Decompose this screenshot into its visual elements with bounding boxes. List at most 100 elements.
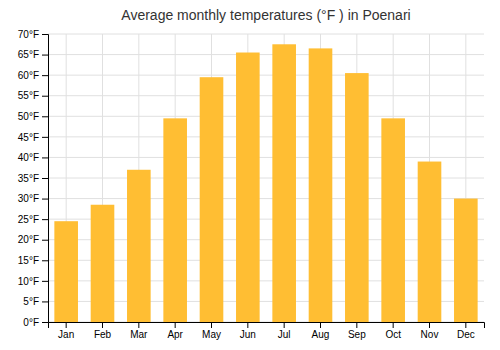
y-tick: 20°F [18, 234, 48, 245]
y-tick-label: 5°F [23, 296, 39, 307]
y-tick: 10°F [18, 276, 48, 287]
grid-line-y [48, 95, 484, 96]
y-tick: 70°F [18, 29, 48, 40]
x-tick-mark [393, 322, 394, 328]
x-tick: Mar [130, 322, 148, 340]
chart: JanFebMarAprMayJunJulAugSepOctNovDec0°F5… [0, 0, 500, 350]
y-tick: 50°F [18, 111, 48, 122]
x-tick: Jun [240, 322, 256, 340]
y-tick-mark [42, 281, 48, 282]
y-tick-mark [42, 240, 48, 241]
x-tick-mark [429, 322, 430, 328]
x-tick-label: Sep [348, 329, 366, 340]
x-tick-label: May [202, 329, 221, 340]
y-tick-label: 40°F [18, 152, 39, 163]
grid-line-y [48, 116, 484, 117]
y-tick-label: 60°F [18, 70, 39, 81]
y-tick: 0°F [23, 317, 48, 328]
grid-line-y [48, 136, 484, 137]
y-tick-mark [42, 75, 48, 76]
y-tick: 60°F [18, 70, 48, 81]
y-tick: 15°F [18, 255, 48, 266]
y-axis-line [42, 35, 49, 323]
x-tick: Sep [348, 322, 366, 340]
x-tick: May [202, 322, 221, 340]
bar [381, 118, 405, 322]
y-tick: 45°F [18, 132, 48, 143]
x-tick-label: Jan [58, 329, 74, 340]
y-tick-mark [42, 137, 48, 138]
x-tick: Aug [312, 322, 330, 340]
grid [48, 34, 484, 322]
y-tick: 35°F [18, 173, 48, 184]
bar [418, 162, 442, 322]
y-tick-label: 35°F [18, 173, 39, 184]
y-tick-mark [42, 199, 48, 200]
x-axis: JanFebMarAprMayJunJulAugSepOctNovDec [49, 322, 485, 340]
y-tick-label: 10°F [18, 276, 39, 287]
y-tick-label: 55°F [18, 90, 39, 101]
y-tick-mark [42, 157, 48, 158]
y-tick-mark [42, 219, 48, 220]
y-tick: 65°F [18, 49, 48, 60]
bar [309, 48, 333, 322]
x-tick: Feb [94, 322, 112, 340]
grid-line-y [48, 54, 484, 55]
grid-line-y [48, 75, 484, 76]
grid-line-y [48, 157, 484, 158]
plot-area: JanFebMarAprMayJunJulAugSepOctNovDec0°F5… [18, 29, 485, 340]
bar [91, 205, 115, 322]
x-tick-label: Jul [278, 329, 291, 340]
x-tick-mark [356, 322, 357, 328]
x-tick: Jan [58, 322, 74, 340]
y-tick-mark [42, 55, 48, 56]
y-tick-label: 70°F [18, 29, 39, 40]
y-tick: 30°F [18, 193, 48, 204]
x-tick-mark [284, 322, 285, 328]
y-tick-label: 30°F [18, 193, 39, 204]
x-axis-line [49, 323, 485, 329]
y-tick-mark [42, 34, 48, 35]
bar [454, 199, 478, 322]
x-tick-label: Aug [312, 329, 330, 340]
x-tick-mark [247, 322, 248, 328]
y-tick-mark [42, 301, 48, 302]
x-tick-mark [102, 322, 103, 328]
y-tick-label: 45°F [18, 132, 39, 143]
bar [54, 221, 78, 322]
y-tick-mark [42, 260, 48, 261]
x-tick-mark [211, 322, 212, 328]
y-tick-mark [42, 322, 48, 323]
y-tick-label: 65°F [18, 49, 39, 60]
bar [236, 53, 260, 322]
x-tick-label: Mar [130, 329, 148, 340]
y-tick-mark [42, 178, 48, 179]
y-tick: 5°F [23, 296, 48, 307]
x-tick: Apr [167, 322, 183, 340]
y-axis: 0°F 5°F 10°F 15°F 20°F 25°F 30°F 35°F 40°F 45°F 50… [18, 29, 49, 328]
bar [200, 77, 224, 322]
bar [345, 73, 369, 322]
y-tick: 55°F [18, 90, 48, 101]
x-tick-label: Jun [240, 329, 256, 340]
x-tick-mark [465, 322, 466, 328]
x-tick-label: Apr [167, 329, 183, 340]
grid-line-y [48, 34, 484, 35]
x-tick-label: Feb [94, 329, 112, 340]
y-tick-label: 0°F [23, 317, 39, 328]
y-tick-label: 15°F [18, 255, 39, 266]
x-tick: Dec [457, 322, 475, 340]
bar [163, 118, 187, 322]
y-tick-label: 20°F [18, 234, 39, 245]
x-tick-mark [320, 322, 321, 328]
x-tick-mark [175, 322, 176, 328]
x-tick-mark [138, 322, 139, 328]
bars [54, 44, 477, 322]
x-tick-label: Dec [457, 329, 475, 340]
y-tick: 40°F [18, 152, 48, 163]
y-tick-mark [42, 96, 48, 97]
y-tick-label: 50°F [18, 111, 39, 122]
x-tick: Nov [421, 322, 439, 340]
y-tick: 25°F [18, 214, 48, 225]
bar [127, 170, 151, 322]
